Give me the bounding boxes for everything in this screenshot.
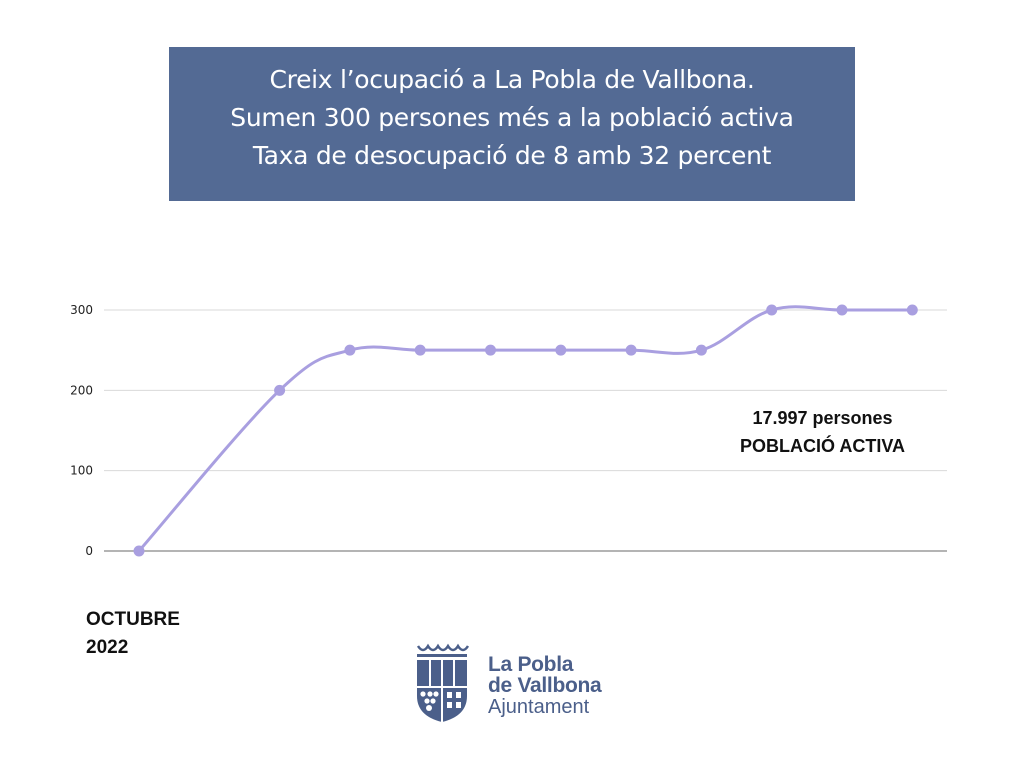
y-tick-label: 0 — [85, 544, 93, 558]
title-line-3: Taxa de desocupació de 8 amb 32 percent — [252, 141, 772, 170]
data-point — [625, 344, 637, 356]
data-point — [906, 304, 918, 316]
data-point — [344, 344, 356, 356]
chart-annotation: 17.997 persones POBLACIÓ ACTIVA — [700, 404, 945, 460]
annotation-label: POBLACIÓ ACTIVA — [740, 436, 905, 456]
logo-text: La Pobla de Vallbona Ajuntament — [488, 653, 602, 718]
y-axis-ticks: 0 100 200 300 — [70, 303, 93, 558]
logo-line-2: de Vallbona — [488, 674, 602, 697]
annotation-count: 17.997 persones — [752, 408, 893, 428]
municipality-logo: La Pobla de Vallbona Ajuntament — [414, 640, 614, 724]
title-line-1: Creix l’ocupació a La Pobla de Vallbona. — [269, 65, 755, 94]
y-tick-label: 200 — [70, 383, 93, 397]
logo-line-3: Ajuntament — [488, 696, 590, 718]
data-point — [836, 304, 848, 316]
date-label: OCTUBRE 2022 — [86, 606, 180, 662]
data-point — [133, 545, 145, 557]
coat-of-arms-icon — [416, 643, 470, 722]
series-line — [137, 305, 914, 553]
data-point — [766, 304, 778, 316]
date-year: 2022 — [86, 637, 129, 658]
data-point — [414, 344, 426, 356]
logo-line-1: La Pobla — [488, 653, 574, 676]
data-point — [695, 344, 707, 356]
y-tick-label: 100 — [70, 464, 93, 478]
y-tick-label: 300 — [70, 303, 93, 317]
data-point — [274, 384, 286, 396]
data-point — [485, 344, 496, 356]
data-points — [133, 304, 918, 557]
data-point — [555, 344, 567, 356]
chart-gridlines — [104, 309, 947, 552]
title-line-2: Sumen 300 persones més a la població act… — [230, 103, 794, 132]
title-banner: Creix l’ocupació a La Pobla de Vallbona.… — [169, 47, 855, 201]
date-month: OCTUBRE — [86, 609, 180, 630]
